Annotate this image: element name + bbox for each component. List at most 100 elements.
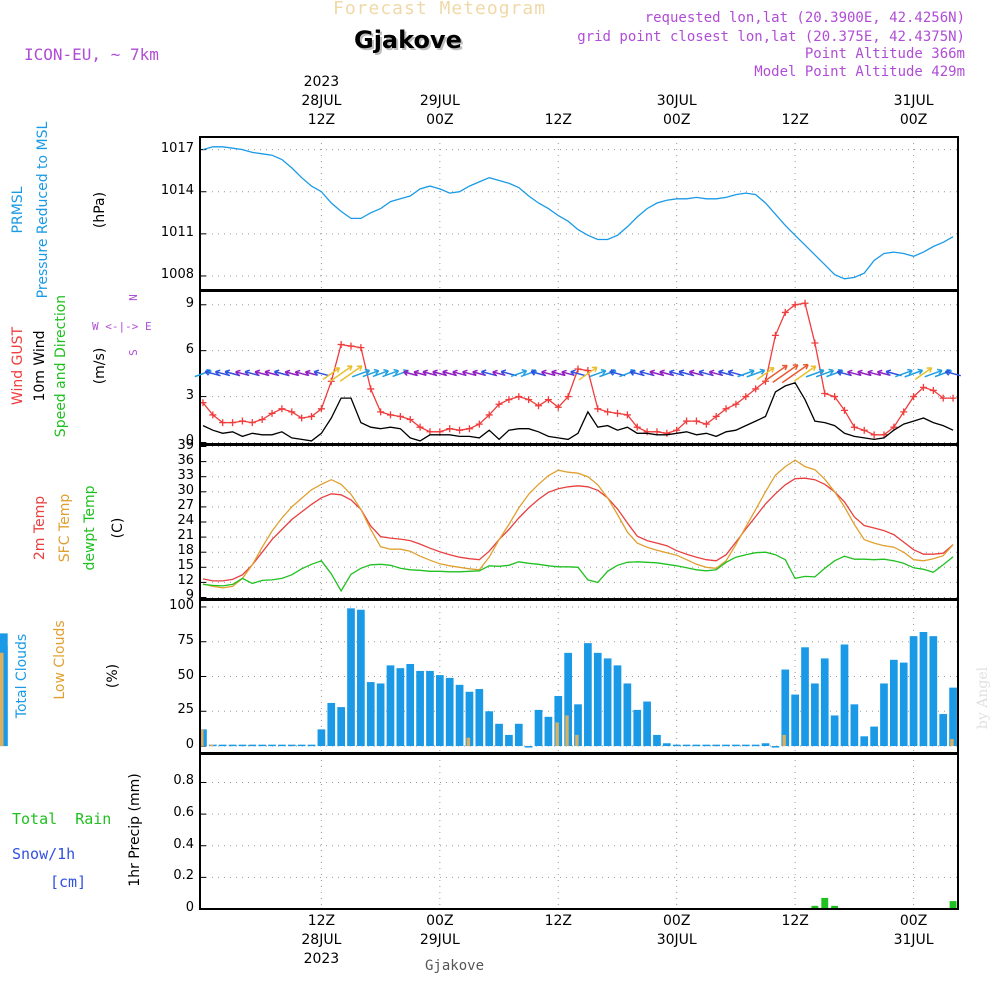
wind-arrow-head: [570, 369, 576, 376]
y-tick-label: 18: [177, 543, 194, 559]
gust-marker: [722, 405, 730, 413]
wind-arrow-head: [442, 369, 448, 376]
wind-arrow: [934, 369, 952, 378]
top-time-label: 12Z: [781, 112, 809, 128]
gust-marker: [604, 408, 612, 416]
wind-arrow-head: [492, 369, 498, 377]
wind-arrow: [551, 371, 565, 377]
wind-arrow-head: [373, 368, 380, 376]
wind-arrow-head: [521, 368, 528, 376]
gust-marker: [377, 408, 385, 416]
wind-arrow: [857, 371, 871, 377]
wind-arrows: [194, 363, 961, 384]
wind-arrow: [914, 367, 933, 380]
wind-arrow-head: [768, 366, 775, 373]
bottom-time-label: 29JUL: [419, 932, 460, 948]
wind-arrow-head: [551, 369, 557, 377]
bottom-time-label: 12Z: [307, 913, 336, 929]
total-cloud-bar: [791, 694, 799, 747]
total-cloud-bar: [633, 709, 642, 747]
gust-marker: [337, 341, 345, 349]
total-cloud-bar: [455, 684, 464, 747]
wind-arrow-head: [273, 369, 280, 376]
gust-marker: [633, 423, 641, 431]
total-cloud-bar: [435, 675, 444, 747]
gust-marker: [258, 416, 266, 424]
gust-marker: [505, 396, 513, 404]
total-cloud-bar: [347, 608, 355, 747]
total-cloud-bar: [781, 669, 790, 747]
total-cloud-bar: [475, 689, 484, 747]
wind-arrow-head: [926, 367, 933, 373]
total-cloud-bar: [564, 652, 572, 747]
wind-arrow-head: [214, 369, 221, 376]
wind-arrow-head: [294, 369, 301, 377]
wind-arrow-head: [383, 368, 389, 376]
compass-we: W <-|-> E: [92, 320, 152, 333]
gust-marker: [535, 402, 543, 410]
wind-arrow: [649, 371, 665, 377]
y-tick-label: 0: [185, 433, 194, 449]
y-tick-label: 50: [177, 667, 194, 683]
gust-marker: [811, 339, 819, 347]
gust-marker: [732, 400, 740, 408]
wind-arrow: [570, 370, 586, 377]
gust-marker: [840, 406, 848, 414]
wind-line: [202, 382, 954, 442]
wind-arrow-head: [480, 369, 487, 376]
total-cloud-bar: [751, 744, 760, 747]
total-cloud-bar: [584, 643, 592, 747]
bottom-time-label: 12Z: [781, 913, 809, 929]
gust-marker: [495, 400, 503, 408]
gust-marker: [910, 393, 918, 401]
wind-arrow: [541, 371, 556, 377]
wind-arrow: [510, 370, 527, 378]
wind-arrow-head: [639, 369, 645, 376]
top-time-label: 30JUL: [656, 93, 697, 109]
low-cloud-bar: [555, 722, 559, 747]
wind-arrow: [904, 369, 923, 378]
low-cloud-bar: [782, 734, 786, 747]
gust-marker: [248, 419, 256, 427]
wind-arrow: [481, 370, 498, 377]
y-tick-label: 0.8: [173, 773, 194, 789]
gust-marker: [821, 390, 829, 398]
wind-arrow: [413, 371, 427, 376]
total-cloud-bar: [524, 746, 533, 748]
wind-arrow-head: [600, 368, 607, 376]
wind-arrow: [945, 370, 961, 377]
gust-marker: [692, 417, 700, 425]
total-cloud-bar: [0, 633, 8, 747]
wind-arrow-head: [472, 369, 478, 377]
wind-arrow: [561, 371, 575, 377]
wind-arrow: [462, 371, 477, 377]
wind-arrow: [452, 371, 467, 377]
total-cloud-bar: [593, 652, 602, 747]
top-time-label: 31JUL: [893, 93, 934, 109]
model-altitude: Model Point Altitude 429m: [754, 64, 965, 80]
low-cloud-bar: [200, 729, 204, 747]
wind-arrow: [599, 369, 617, 378]
bottom-time-label: 2023: [303, 951, 340, 967]
rain-bar: [949, 901, 957, 909]
gust-marker: [919, 383, 927, 391]
y-tick-label: 75: [177, 632, 194, 648]
total-cloud-bar: [771, 746, 780, 748]
panel-frame: [199, 753, 959, 910]
total-cloud-bar: [278, 744, 286, 747]
gust-marker: [544, 396, 552, 404]
y-tick-label: 1017: [160, 140, 194, 156]
y-tick-label: 100: [169, 597, 194, 613]
y-tick-label: 25: [177, 702, 194, 718]
total-cloud-bar: [830, 715, 839, 747]
gust-marker: [742, 393, 750, 401]
wind-arrow: [295, 371, 309, 377]
top-time-label: 28JUL: [301, 93, 342, 109]
total-cloud-bar: [949, 687, 957, 747]
total-cloud-bar: [317, 729, 326, 747]
total-cloud-bar: [682, 744, 691, 747]
total-cloud-bar: [840, 644, 849, 747]
wind-arrow: [322, 367, 340, 380]
rain-bar: [831, 905, 839, 909]
wind-arrow-head: [876, 369, 883, 377]
